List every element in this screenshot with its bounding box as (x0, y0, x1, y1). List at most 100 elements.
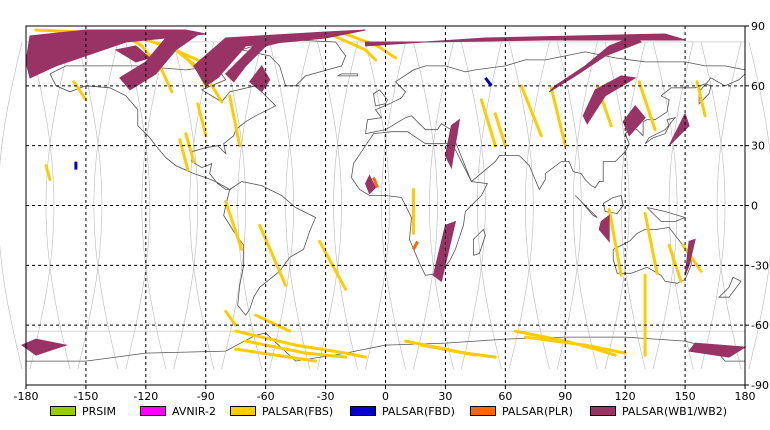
swath-palsar-wb (114, 45, 151, 63)
swath-palsar-fbs (637, 80, 657, 132)
legend-swatch-palsar-plr (470, 406, 496, 416)
coastline (240, 39, 347, 87)
swath-palsar-wb (444, 118, 461, 170)
map-background (26, 26, 745, 385)
legend-item-palsar-fbd: PALSAR(FBD) (350, 403, 455, 419)
swath-palsar-wb (365, 33, 686, 47)
legend-label-prsim: PRSIM (82, 404, 116, 418)
swath-palsar-fbs (643, 212, 659, 275)
swath-palsar-wb (249, 64, 271, 93)
coastline (373, 89, 388, 107)
legend: PRSIM AVNIR-2 PALSAR(FBS) PALSAR(FBD) PA… (0, 400, 770, 422)
orbit-track (221, 41, 246, 370)
y-tick-label: -60 (751, 319, 769, 332)
x-tick-label: 150 (675, 390, 696, 400)
y-tick-label: 60 (751, 80, 765, 93)
swath-palsar-fbs (224, 200, 244, 251)
legend-label-palsar-plr: PALSAR(PLR) (502, 404, 573, 418)
coastline (718, 276, 742, 298)
orbit-tracks (0, 41, 770, 370)
legend-item-prsim: PRSIM (50, 403, 116, 419)
x-tick-label: -90 (197, 390, 215, 400)
legend-label-palsar-fbd: PALSAR(FBD) (382, 404, 455, 418)
x-tick-label: 180 (735, 390, 756, 400)
swath-palsar-fbs (228, 94, 242, 148)
swath-palsar-fbs (607, 208, 623, 277)
legend-swatch-prsim (50, 406, 76, 416)
swath-palsar-wb (20, 338, 68, 356)
y-tick-label: 30 (751, 140, 765, 153)
coastline (337, 73, 358, 77)
swath-palsar-wb (432, 220, 457, 283)
legend-label-avnir2: AVNIR-2 (172, 404, 216, 418)
swath-palsar-fbs (258, 223, 288, 287)
orbit-track (0, 41, 23, 370)
legend-label-palsar-fbs: PALSAR(FBS) (262, 404, 334, 418)
coastline (351, 131, 489, 276)
x-tick-label: 30 (438, 390, 452, 400)
orbit-track (604, 41, 630, 370)
coastline (365, 51, 746, 134)
orbit-track (77, 41, 103, 370)
orbit-track (652, 41, 678, 370)
swath-palsar-fbs (234, 347, 318, 363)
orbit-track (748, 41, 770, 370)
swath-palsar-wb (364, 174, 377, 195)
x-tick-label: -180 (14, 390, 39, 400)
swath-palsar-wb (548, 35, 642, 93)
legend-swatch-palsar-fbd (350, 406, 376, 416)
swath-palsar-fbs (44, 164, 52, 182)
x-tick-label: 120 (615, 390, 636, 400)
x-tick-label: 60 (498, 390, 512, 400)
legend-swatch-palsar-fbs (230, 406, 256, 416)
orbit-track (461, 41, 486, 370)
swath-palsar-fbs (420, 343, 477, 357)
coastline (612, 226, 692, 284)
x-tick-label: -60 (257, 390, 275, 400)
swath-palsar-fbs (196, 102, 208, 138)
swath-palsar-fbs (254, 313, 292, 333)
orbit-track (317, 41, 342, 370)
swath-palsar-fbs (493, 112, 507, 148)
swath-palsar-fbs (224, 309, 238, 327)
orbit-track (508, 41, 534, 370)
swath-palsar-wb (119, 35, 198, 91)
swath-palsar-wb (668, 112, 690, 147)
x-tick-label: 90 (558, 390, 572, 400)
coastline (602, 195, 624, 214)
swath-palsar-fbs (667, 243, 683, 283)
orbit-track (413, 41, 438, 370)
swath-palsar-fbs (184, 132, 196, 164)
legend-item-palsar-wb: PALSAR(WB1/WB2) (590, 403, 727, 419)
legend-label-palsar-wb: PALSAR(WB1/WB2) (622, 404, 728, 418)
swath-palsar-fbs (328, 32, 377, 62)
swath-palsar-wb (622, 104, 646, 137)
swath-palsar-fbd (484, 76, 493, 87)
legend-item-avnir2: AVNIR-2 (140, 403, 216, 419)
y-tick-label: 90 (751, 20, 765, 33)
orbit-track (365, 41, 390, 370)
x-tick-label: -30 (317, 390, 335, 400)
swath-palsar-fbs (344, 32, 397, 60)
swath-palsar-fbs (72, 80, 88, 102)
legend-item-palsar-fbs: PALSAR(FBS) (230, 403, 333, 419)
swath-palsar-plr (412, 240, 419, 251)
y-tick-label: -90 (751, 379, 769, 392)
observation-swaths (20, 28, 747, 363)
orbit-track (125, 41, 151, 370)
legend-swatch-palsar-wb (590, 406, 616, 416)
orbit-track (29, 41, 55, 370)
coastline (472, 228, 486, 256)
axis-ticks: -180 -150 -120 -90 -60 -30 0 30 60 90 120 150 180 90 6… (14, 20, 769, 400)
orbit-track (173, 41, 198, 370)
x-tick-label: 0 (382, 390, 389, 400)
orbit-track (556, 41, 582, 370)
swath-palsar-fbs (549, 86, 567, 148)
swath-palsar-fbs (178, 138, 190, 172)
y-tick-label: -30 (751, 259, 769, 272)
swath-palsar-plr (372, 177, 379, 189)
x-tick-label: -150 (73, 390, 98, 400)
swath-palsar-wb (684, 238, 696, 276)
legend-swatch-avnir2 (140, 406, 166, 416)
swath-palsar-fbs (479, 98, 497, 148)
